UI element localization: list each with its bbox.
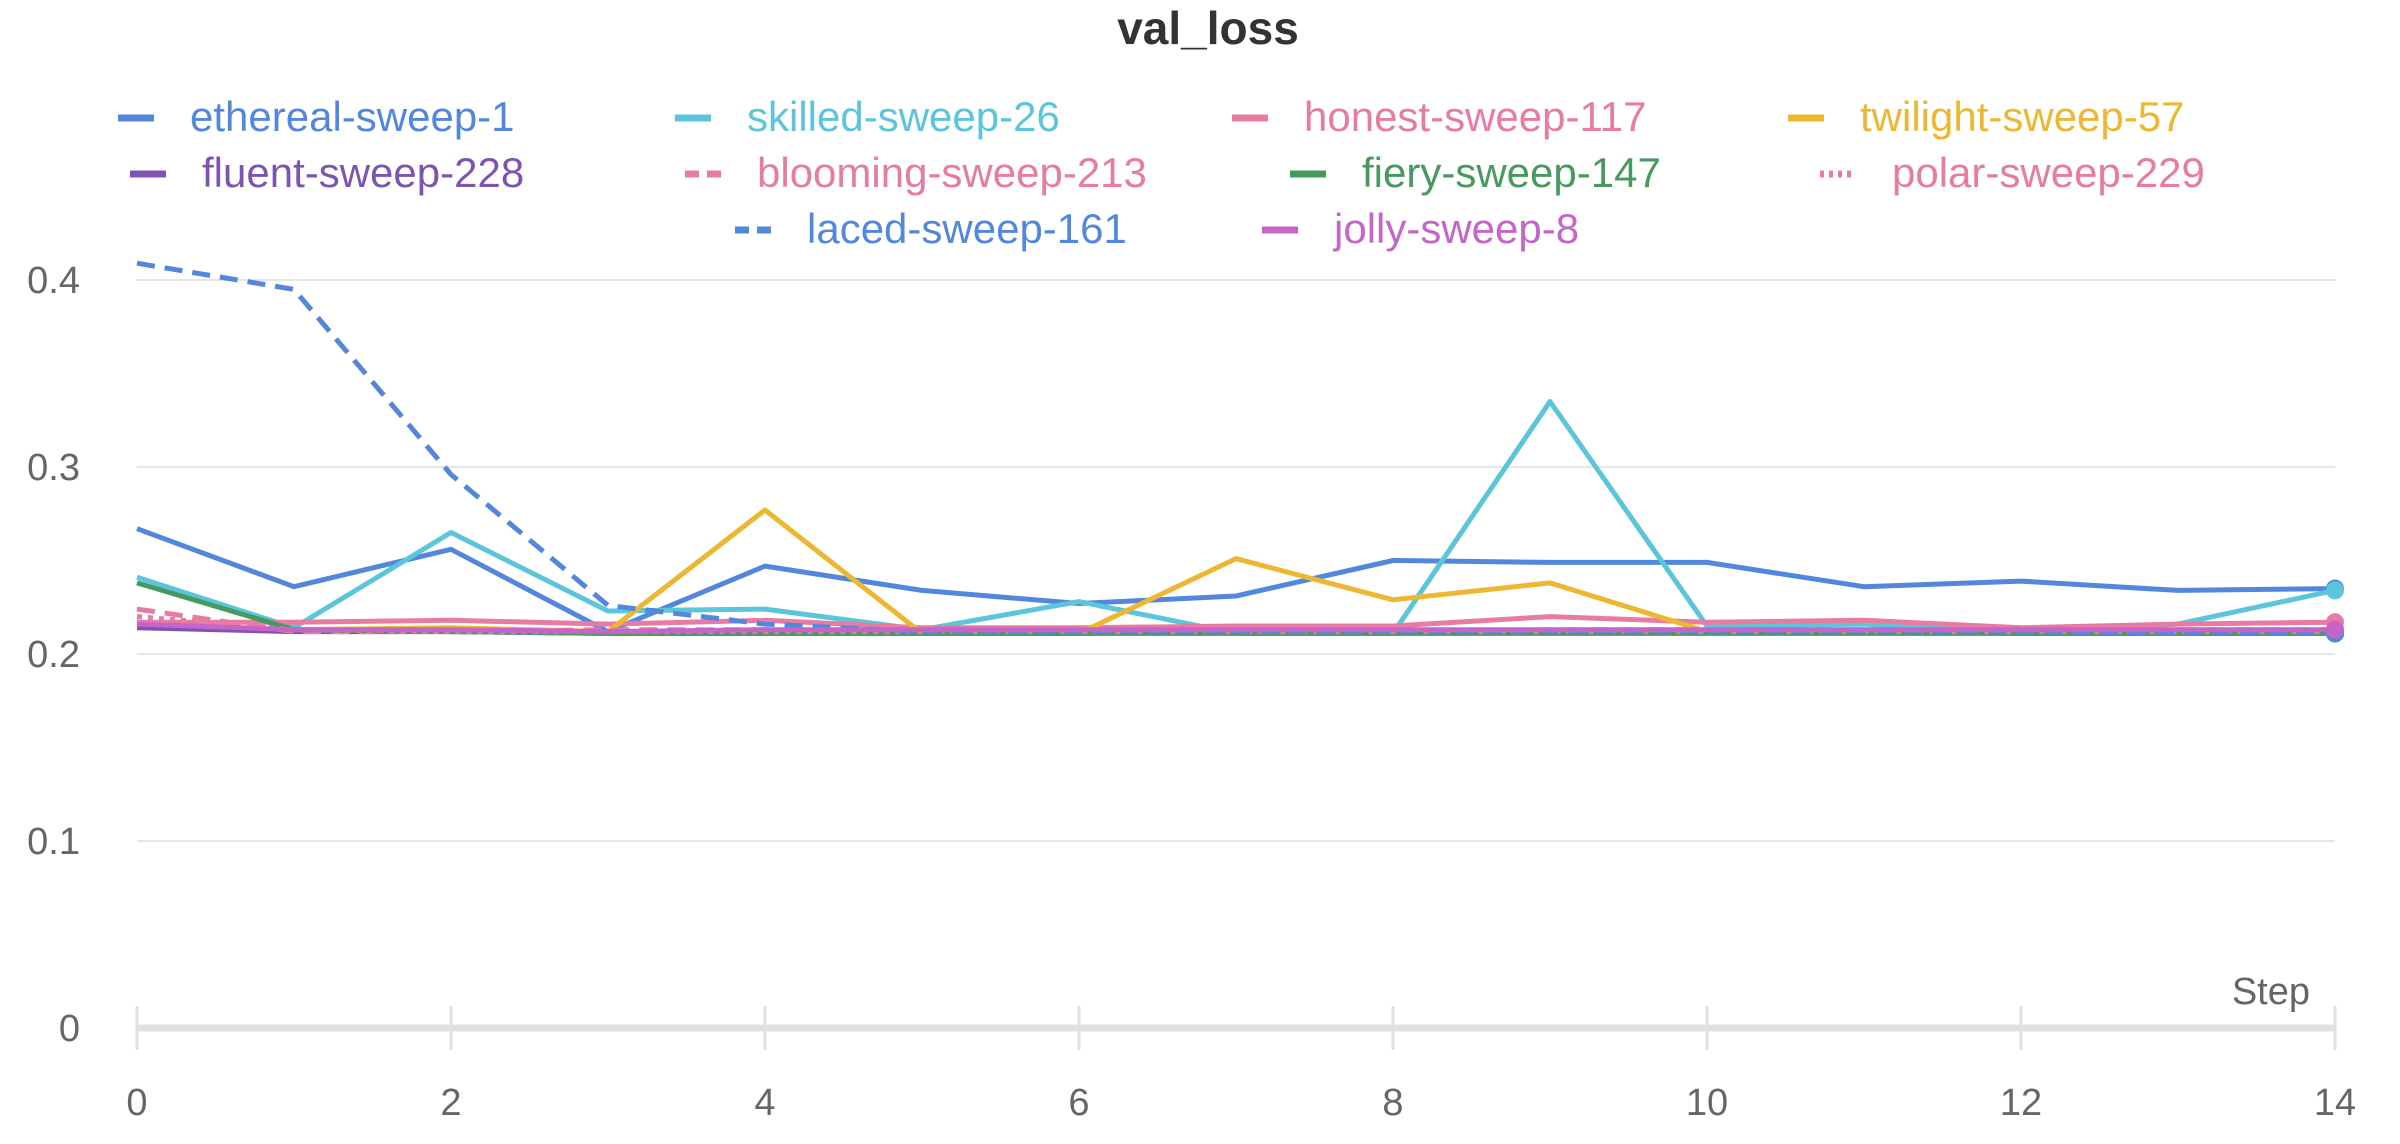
legend-label: laced-sweep-161: [807, 205, 1127, 252]
legend-item[interactable]: polar-sweep-229: [1820, 149, 2205, 196]
x-tick-label: 8: [1382, 1082, 1403, 1124]
legend-label: polar-sweep-229: [1892, 149, 2205, 196]
series-end-point[interactable]: [2326, 620, 2344, 639]
legend-item[interactable]: laced-sweep-161: [735, 205, 1127, 252]
legend-item[interactable]: ethereal-sweep-1: [118, 93, 515, 140]
legend-item[interactable]: honest-sweep-117: [1232, 93, 1646, 140]
series-line-ethereal-sweep-1[interactable]: [136, 526, 2336, 635]
legend-item[interactable]: jolly-sweep-8: [1262, 205, 1579, 252]
legend-item[interactable]: fluent-sweep-228: [130, 149, 524, 196]
legend: ethereal-sweep-1 skilled-sweep-26 honest-s…: [118, 93, 2205, 252]
series-line-twilight-sweep-57[interactable]: [136, 507, 2335, 636]
x-tick-label: 12: [2000, 1082, 2042, 1124]
legend-item[interactable]: fiery-sweep-147: [1290, 149, 1661, 196]
x-axis-label: Step: [2232, 971, 2310, 1013]
series-line-honest-sweep-117[interactable]: [137, 614, 2336, 631]
y-tick-label: 0.4: [27, 260, 80, 302]
y-tick-label: 0.2: [27, 634, 80, 676]
x-tick-label: 14: [2314, 1082, 2356, 1124]
y-tick-label: 0.1: [27, 821, 80, 863]
legend-label: honest-sweep-117: [1304, 93, 1646, 140]
legend-label: fiery-sweep-147: [1362, 149, 1661, 196]
x-tick-label: 0: [126, 1082, 147, 1124]
series-line-jolly-sweep-8[interactable]: [136, 621, 2335, 635]
x-tick-label: 2: [440, 1082, 461, 1124]
series-end-point[interactable]: [2326, 581, 2344, 600]
y-tick-label: 0: [59, 1008, 80, 1050]
x-tick-label: 10: [1686, 1082, 1728, 1124]
chart-title: val_loss: [1117, 2, 1299, 54]
x-tick-label: 4: [754, 1082, 775, 1124]
legend-label: fluent-sweep-228: [202, 149, 524, 196]
gridlines: [137, 279, 2335, 842]
series-line-laced-sweep-161[interactable]: [136, 260, 2335, 636]
legend-label: jolly-sweep-8: [1332, 205, 1579, 252]
series-lines: [136, 260, 2344, 643]
axes: 0 0.1 0.2 0.3 0.4 0 2 4 6 8 10 12 14: [27, 260, 2356, 1124]
legend-item[interactable]: skilled-sweep-26: [675, 93, 1060, 140]
legend-label: ethereal-sweep-1: [190, 93, 515, 140]
legend-label: twilight-sweep-57: [1860, 93, 2184, 140]
legend-label: blooming-sweep-213: [757, 149, 1147, 196]
legend-item[interactable]: blooming-sweep-213: [685, 149, 1147, 196]
x-tick-label: 6: [1068, 1082, 1089, 1124]
legend-item[interactable]: twilight-sweep-57: [1788, 93, 2184, 140]
y-tick-label: 0.3: [27, 447, 80, 489]
legend-label: skilled-sweep-26: [747, 93, 1060, 140]
series-line-skilled-sweep-26[interactable]: [136, 399, 2336, 636]
